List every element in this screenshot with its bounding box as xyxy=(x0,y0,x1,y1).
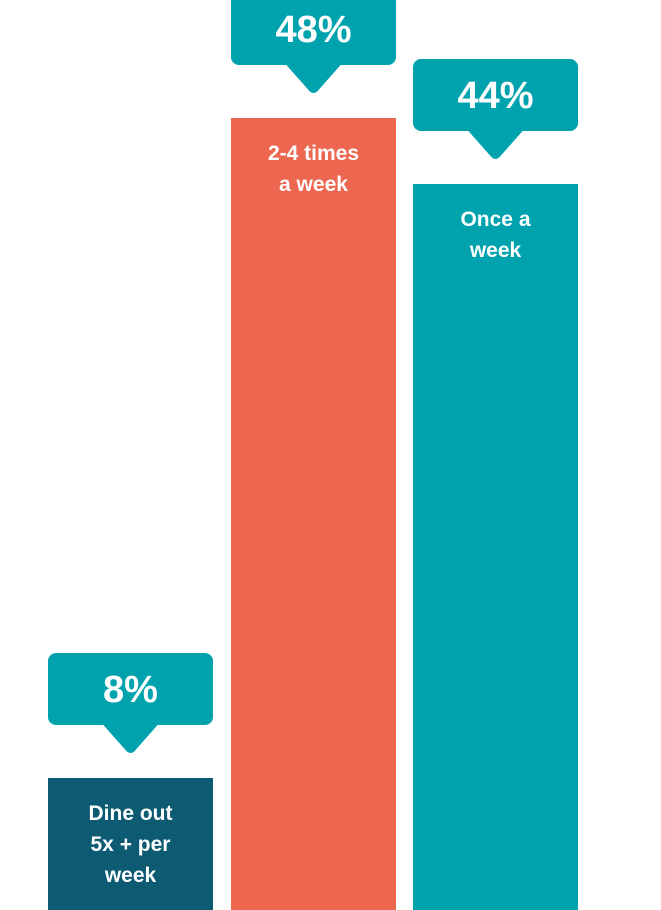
value-label-once-a-week: 44% xyxy=(457,75,533,117)
bar-dine-out-5x-per-week xyxy=(48,778,213,910)
value-label-2-4-times-a-week: 48% xyxy=(275,9,351,51)
value-callout-2-4-times-a-week: 48% xyxy=(231,0,396,93)
value-label-dine-out-5x-per-week: 8% xyxy=(103,669,158,711)
callout-pointer xyxy=(102,724,159,753)
bar-label-dine-out-5x-per-week-line-2: 5x + per xyxy=(91,833,171,856)
bar-label-once-a-week-line-2: week xyxy=(469,239,522,262)
bar-label-2-4-times-a-week-line-1: 2-4 times xyxy=(268,142,359,165)
callout-pointer xyxy=(285,64,342,93)
value-callout-once-a-week: 44% xyxy=(413,59,578,159)
bar-label-2-4-times-a-week-line-2: a week xyxy=(279,173,348,196)
bar-group-2-4-times-a-week: 2-4 times a week 48% xyxy=(231,0,396,910)
bar-group-once-a-week: Once a week 44% xyxy=(413,59,578,910)
callout-box xyxy=(413,59,578,131)
bar-label-dine-out-5x-per-week-line-1: Dine out xyxy=(89,802,173,825)
bar-label-dine-out-5x-per-week-line-3: week xyxy=(104,864,157,887)
bar-2-4-times-a-week xyxy=(231,118,396,910)
bar-once-a-week xyxy=(413,184,578,910)
value-callout-dine-out-5x-per-week: 8% xyxy=(48,653,213,753)
callout-box xyxy=(231,0,396,65)
callout-box xyxy=(48,653,213,725)
bar-label-once-a-week-line-1: Once a xyxy=(460,208,530,231)
bar-group-dine-out-5x-per-week: Dine out 5x + per week 8% xyxy=(48,653,213,910)
callout-pointer xyxy=(467,130,524,159)
